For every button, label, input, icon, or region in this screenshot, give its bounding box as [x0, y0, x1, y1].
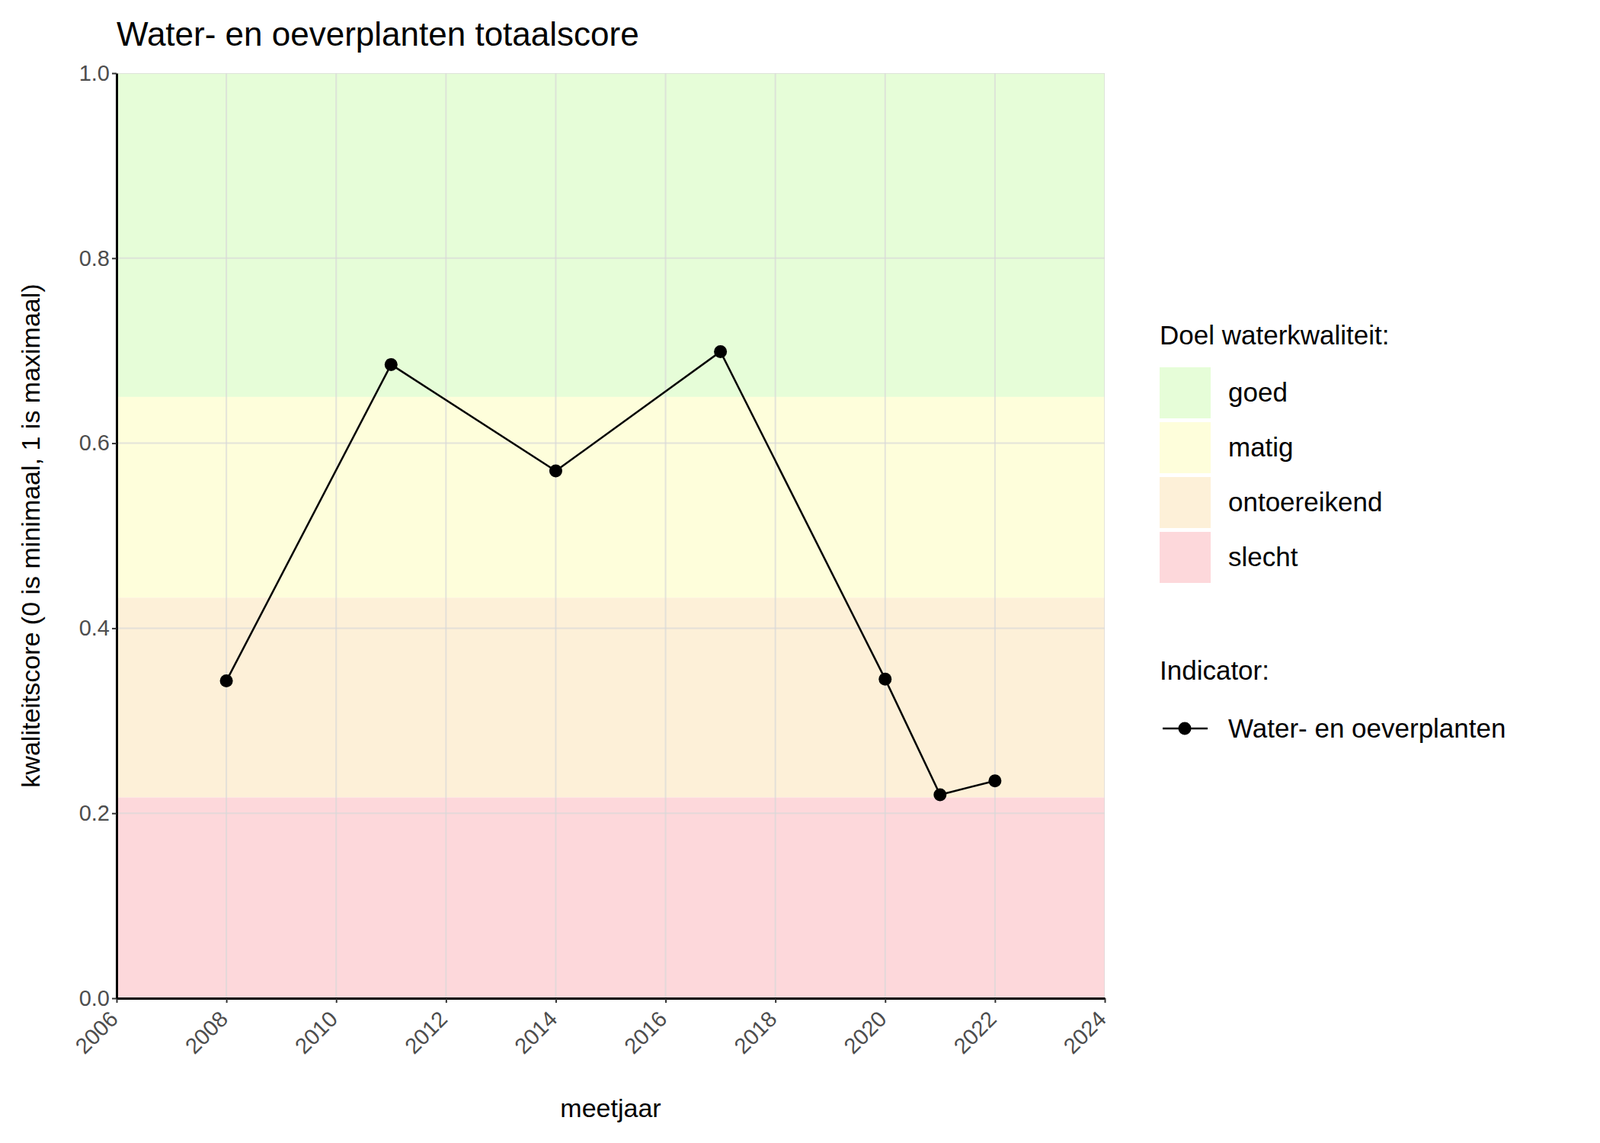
x-tick: 2008	[180, 998, 233, 1059]
x-tick: 2012	[400, 998, 452, 1059]
x-axis-title: meetjaar	[560, 1093, 661, 1123]
y-axis: 0.0 0.2 0.4 0.6 0.8 1.0	[79, 60, 118, 1011]
x-axis-line	[117, 997, 1106, 1000]
x-tick-mark	[555, 998, 557, 1003]
y-tick: 0.2	[79, 800, 117, 826]
x-tick-label: 2008	[180, 1006, 233, 1059]
y-tick-label: 0.8	[79, 246, 110, 271]
grid-line	[994, 73, 996, 999]
grid-line	[116, 257, 1105, 260]
legend-marker	[1178, 722, 1192, 736]
x-tick-label: 2006	[70, 1006, 123, 1059]
grid-line	[554, 73, 557, 999]
grid-line	[116, 73, 118, 999]
grid-line	[444, 73, 447, 999]
x-tick-mark	[774, 998, 777, 1003]
x-tick-mark	[994, 998, 996, 1003]
grid-line	[116, 627, 1105, 629]
legend: Doel waterkwaliteit: goed matig ontoereiken…	[1159, 320, 1506, 743]
quality-band	[116, 73, 1105, 397]
y-tick-mark	[112, 998, 117, 1000]
y-tick-mark	[112, 257, 117, 260]
y-axis-title: kwaliteitscore (0 is minimaal, 1 is maxi…	[16, 283, 45, 788]
x-tick: 2018	[729, 998, 781, 1059]
x-tick-label: 2020	[838, 1006, 891, 1059]
x-tick-label: 2022	[949, 1006, 1002, 1059]
x-tick-mark	[665, 998, 667, 1003]
legend-label: Water- en oeverplanten	[1228, 713, 1506, 743]
x-tick: 2020	[838, 998, 891, 1059]
data-point	[878, 672, 892, 686]
legend-swatch	[1159, 531, 1211, 583]
x-tick: 2014	[509, 998, 562, 1059]
y-tick-label: 1.0	[79, 60, 110, 86]
x-axis: 2006 2008 2010 2012 2014 2016 2018 2020 2022 2024	[70, 998, 1111, 1059]
grid-line	[665, 73, 667, 999]
grid-line	[116, 73, 1105, 74]
quality-band	[116, 797, 1105, 999]
y-axis-line	[115, 73, 119, 999]
x-tick-mark	[1104, 998, 1107, 1003]
data-point	[220, 674, 234, 688]
y-tick-mark	[112, 627, 117, 630]
y-tick-mark	[112, 442, 117, 445]
x-tick-mark	[445, 998, 448, 1003]
x-tick-mark	[336, 998, 338, 1003]
series-line	[226, 351, 996, 795]
x-tick: 2010	[290, 998, 343, 1059]
y-tick-label: 0.2	[79, 800, 110, 826]
chart: 2006 2008 2010 2012 2014 2016 2018 2020 2022 2024…	[0, 0, 1600, 1143]
grid-line	[1104, 73, 1105, 999]
y-tick-mark	[112, 812, 117, 815]
data-point	[384, 358, 398, 372]
x-tick-mark	[884, 998, 887, 1003]
x-tick-label: 2010	[290, 1006, 343, 1059]
y-tick-label: 0.6	[79, 430, 110, 455]
grid-line	[335, 73, 337, 999]
data-point	[988, 774, 1002, 788]
y-tick: 0.8	[79, 246, 117, 271]
quality-band	[116, 597, 1105, 797]
grid-line	[116, 442, 1105, 445]
x-tick: 2022	[949, 998, 1002, 1059]
x-tick-label: 2014	[509, 1006, 562, 1059]
legend-title: Indicator:	[1159, 655, 1270, 685]
plot-area	[116, 73, 1105, 999]
grid-line	[116, 997, 1105, 999]
x-tick-mark	[226, 998, 228, 1003]
legend-label: goed	[1228, 377, 1288, 407]
legend-swatch	[1159, 367, 1211, 419]
data-point	[549, 464, 563, 478]
y-tick: 0.4	[79, 615, 117, 640]
y-tick-mark	[112, 73, 117, 75]
x-tick: 2024	[1059, 998, 1111, 1059]
y-tick: 0.6	[79, 430, 117, 455]
grid-line	[774, 73, 777, 999]
data-point	[713, 345, 727, 359]
x-tick-label: 2016	[619, 1006, 672, 1059]
y-tick-label: 0.4	[79, 615, 110, 640]
grid-line	[884, 73, 887, 999]
quality-band	[116, 396, 1105, 598]
legend-label: ontoereikend	[1228, 486, 1383, 517]
x-tick: 2016	[619, 998, 672, 1059]
y-tick: 1.0	[79, 60, 117, 86]
x-tick-label: 2018	[729, 1006, 781, 1059]
legend-label: matig	[1228, 432, 1294, 462]
legend-title: Doel waterkwaliteit:	[1159, 320, 1390, 350]
grid-line	[225, 73, 228, 999]
y-tick-label: 0.0	[79, 985, 110, 1011]
grid-line	[116, 812, 1105, 814]
legend-swatch	[1159, 476, 1211, 528]
legend-label: slecht	[1228, 541, 1299, 572]
x-tick-label: 2012	[400, 1006, 452, 1059]
legend-swatch	[1159, 422, 1211, 474]
chart-title: Water- en oeverplanten totaalscore	[116, 15, 640, 53]
y-tick: 0.0	[79, 985, 117, 1011]
x-tick-label: 2024	[1059, 1006, 1111, 1059]
data-point	[933, 787, 947, 801]
